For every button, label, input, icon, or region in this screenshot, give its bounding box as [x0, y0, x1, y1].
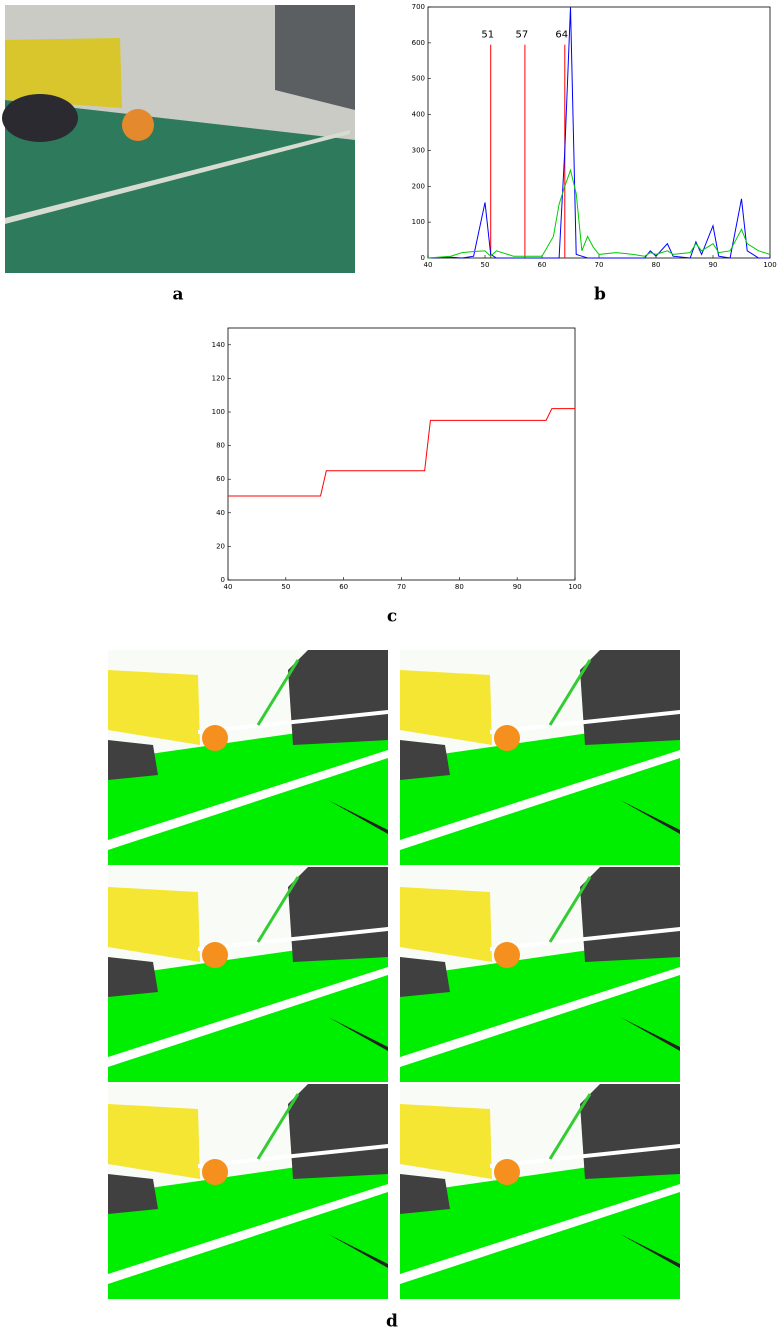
y-tick-label: 140: [212, 341, 225, 349]
threshold-label: 57: [516, 30, 529, 41]
photo: [2, 5, 355, 273]
y-tick-label: 700: [412, 3, 425, 11]
y-tick-label: 80: [216, 442, 225, 450]
x-tick-label: 80: [652, 261, 661, 269]
x-tick-label: 100: [568, 583, 581, 591]
plot-frame: [228, 328, 575, 580]
x-tick-label: 50: [281, 583, 290, 591]
x-tick-label: 90: [709, 261, 718, 269]
x-tick-label: 40: [224, 583, 233, 591]
series-line: [428, 7, 770, 258]
panel-label: a: [172, 285, 183, 305]
x-tick-label: 80: [455, 583, 464, 591]
threshold-label: 64: [555, 30, 568, 41]
x-tick-label: 60: [339, 583, 348, 591]
y-tick-label: 200: [412, 182, 425, 190]
x-tick-label: 70: [595, 261, 604, 269]
figure: a b c d 40506070809010001002003004005006…: [0, 0, 782, 1340]
y-tick-label: 120: [212, 374, 225, 382]
x-tick-label: 90: [513, 583, 522, 591]
series-line: [228, 409, 575, 496]
y-tick-label: 300: [412, 146, 425, 154]
panel-label: d: [386, 1312, 398, 1332]
series-line: [428, 170, 770, 258]
panel-label: c: [387, 607, 397, 627]
segmentations: [108, 650, 680, 1299]
x-tick-label: 60: [538, 261, 547, 269]
y-tick-label: 60: [216, 475, 225, 483]
y-tick-label: 500: [412, 75, 425, 83]
plot-frame: [428, 7, 770, 258]
x-tick-label: 100: [763, 261, 776, 269]
threshold-label: 51: [481, 30, 494, 41]
y-tick-label: 600: [412, 39, 425, 47]
x-tick-label: 70: [397, 583, 406, 591]
y-tick-label: 100: [212, 408, 225, 416]
x-tick-label: 50: [481, 261, 490, 269]
y-tick-label: 0: [221, 576, 225, 584]
panel-label: b: [594, 285, 606, 305]
y-tick-label: 0: [421, 254, 425, 262]
x-tick-label: 40: [424, 261, 433, 269]
y-tick-label: 400: [412, 111, 425, 119]
y-tick-label: 40: [216, 509, 225, 517]
y-tick-label: 100: [412, 218, 425, 226]
y-tick-label: 20: [216, 542, 225, 550]
